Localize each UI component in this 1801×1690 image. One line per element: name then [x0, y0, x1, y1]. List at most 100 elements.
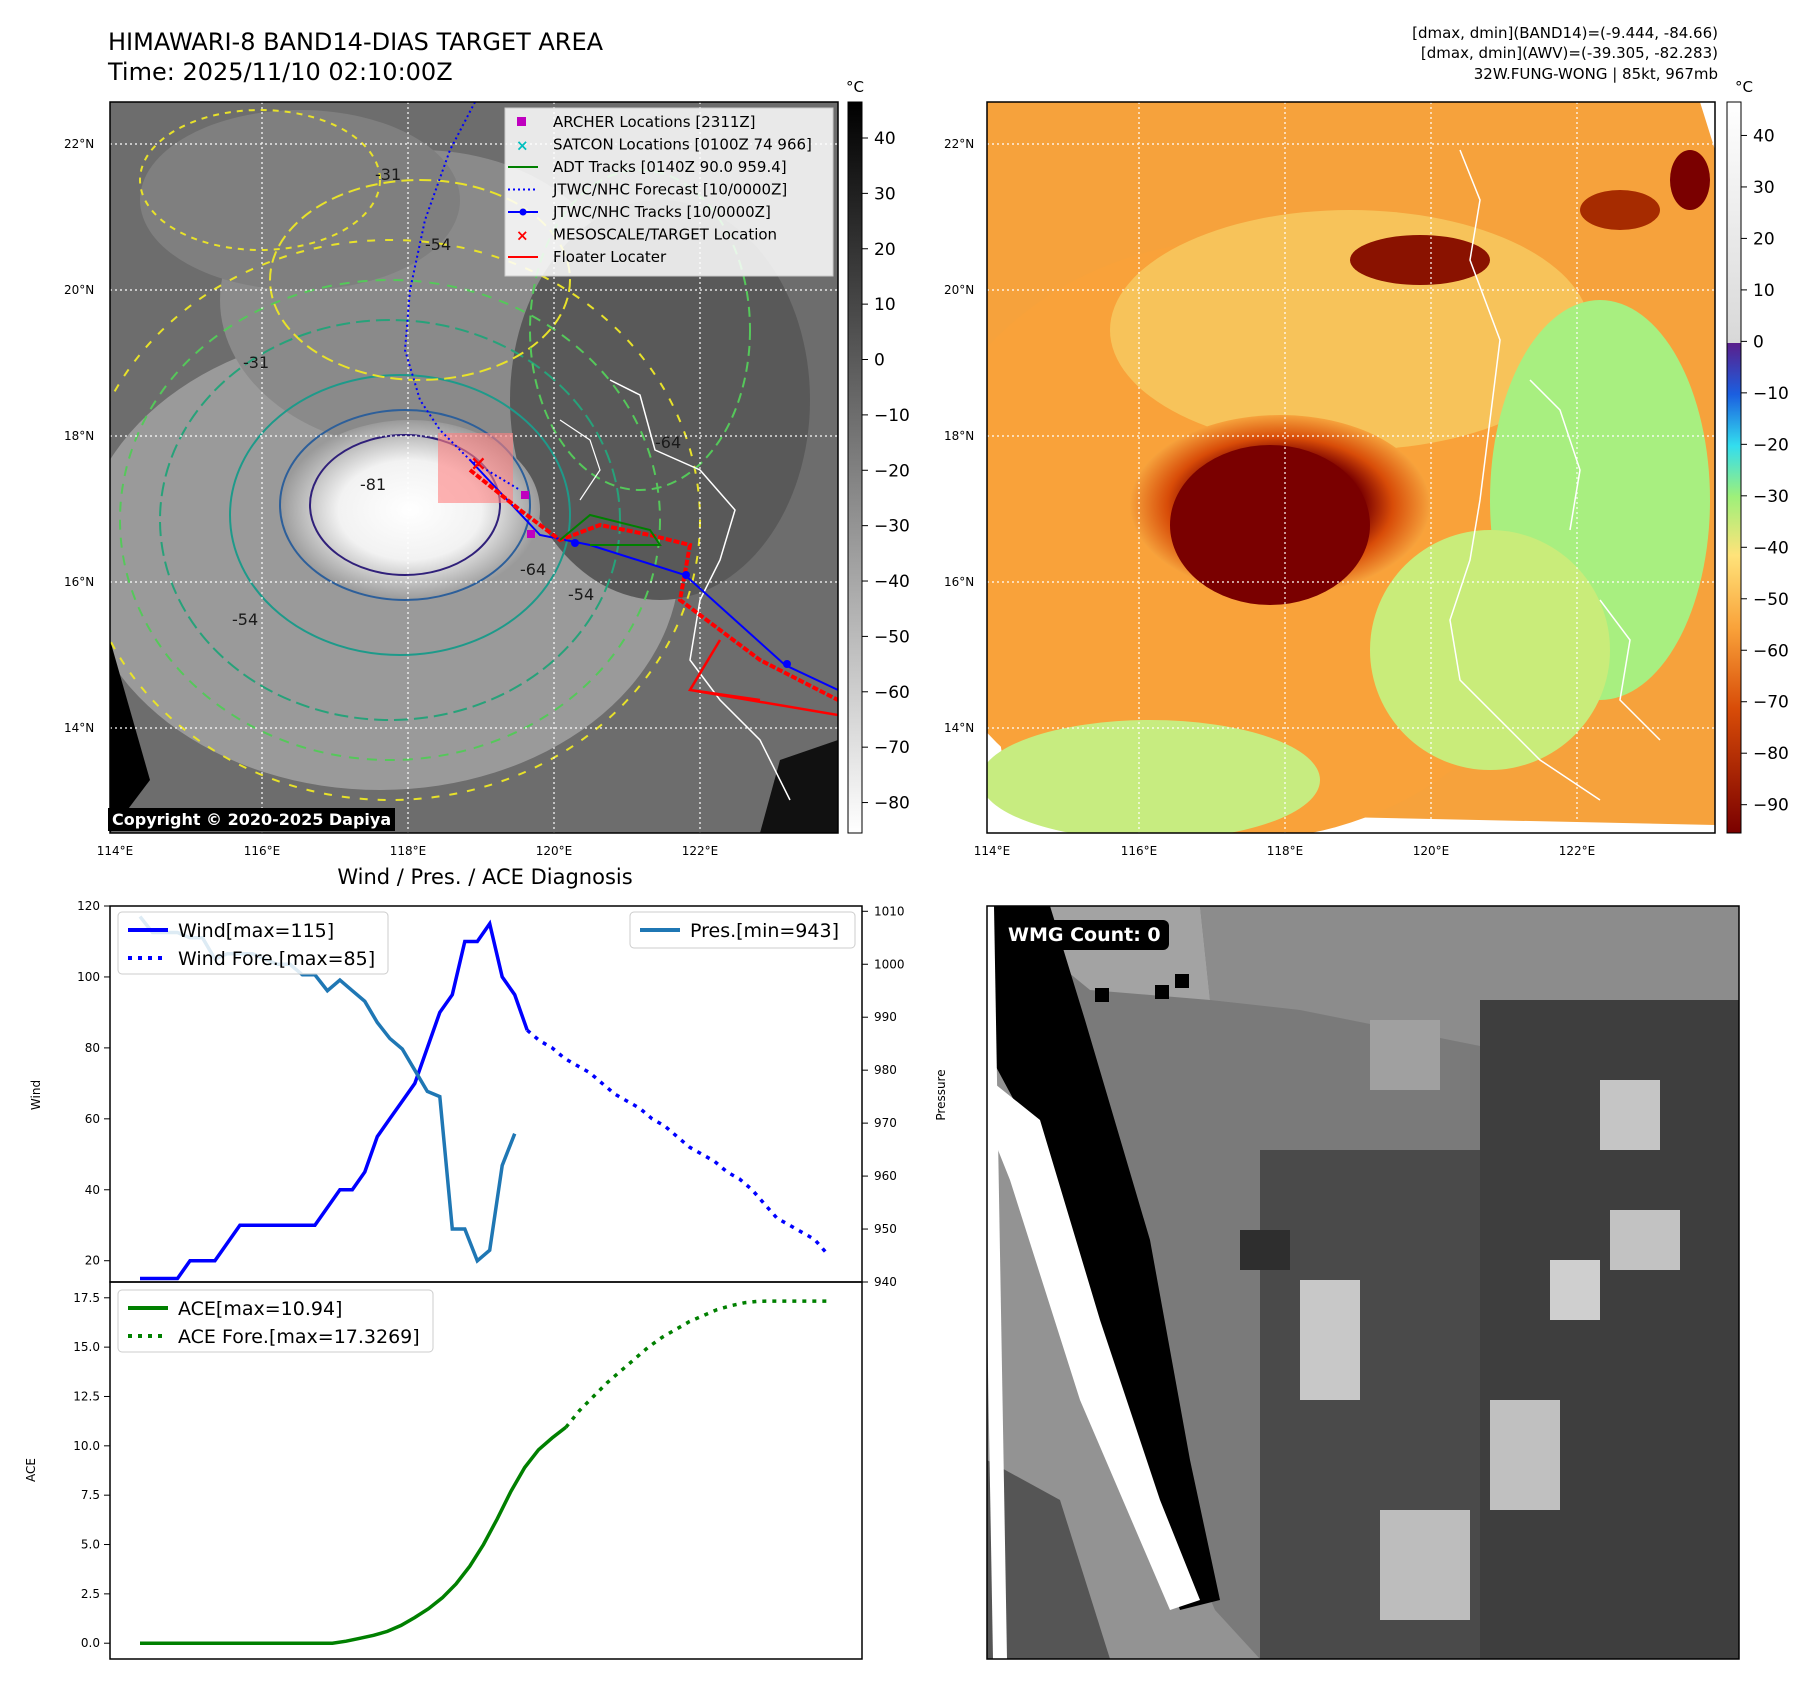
colorbar-tick-label: −40: [1753, 538, 1789, 558]
colorbar-tick-label: −60: [874, 683, 910, 703]
sat-colorbar-ticks: 40 30 20 10 0 −10 −20 −30 −40 −50 −60 −70 −80: [862, 129, 910, 814]
ir-stats-line: [dmax, dmin](AWV)=(-39.305, -82.283): [1421, 44, 1718, 62]
legend-wind-forecast: Wind Fore.[max=85]: [178, 948, 375, 970]
colorbar-tick-label: −40: [874, 572, 910, 592]
legend-label: SATCON Locations [0100Z 74 966]: [553, 136, 812, 154]
y2-tick-label: 950: [874, 1222, 897, 1236]
contour-label: -64: [655, 433, 681, 452]
colorbar-tick-label: −70: [1753, 693, 1789, 713]
colorbar-tick-label: −50: [1753, 590, 1789, 610]
colorbar-tick-label: 40: [1753, 126, 1775, 146]
colorbar-tick-label: −60: [1753, 641, 1789, 661]
lat-label: 16°N: [64, 575, 94, 589]
lat-label: 20°N: [64, 283, 94, 297]
lat-label: 20°N: [944, 283, 974, 297]
y-tick-label: 20: [85, 1254, 100, 1268]
colorbar-tick-label: 30: [1753, 178, 1775, 198]
legend-item: × SATCON Locations [0100Z 74 966]: [516, 136, 812, 155]
lat-label: 18°N: [64, 429, 94, 443]
pressure-legend: Pres.[min=943]: [629, 911, 856, 949]
legend-label: ARCHER Locations [2311Z]: [553, 113, 756, 131]
lat-label: 14°N: [944, 721, 974, 735]
sat-time: Time: 2025/11/10 02:10:00Z: [107, 58, 453, 86]
lon-label: 122°E: [682, 844, 719, 858]
ace-ylabel: ACE: [24, 1458, 38, 1482]
legend-marker-x: ×: [516, 227, 529, 245]
ace-chart: 0.0 2.5 5.0 7.5 10.0 12.5 15.0 17.5: [73, 1291, 827, 1650]
y-tick-label: 5.0: [81, 1538, 100, 1552]
svg-text:×: ×: [470, 451, 487, 475]
y-tick-label: 17.5: [73, 1291, 100, 1305]
colorbar-tick-label: −50: [874, 627, 910, 647]
legend-label: MESOSCALE/TARGET Location: [553, 226, 777, 244]
diag-title: Wind / Pres. / ACE Diagnosis: [337, 865, 632, 889]
wind-fore--series-line: [526, 1028, 829, 1255]
legend-label: JTWC/NHC Forecast [10/0000Z]: [552, 181, 787, 199]
ir-colorbar-ticks: 40 30 20 10 0 −10 −20 −30 −40 −50 −60 −70 −80 −90: [1741, 126, 1789, 816]
colorbar-tick-label: −10: [874, 406, 910, 426]
legend-marker-x: ×: [516, 137, 529, 155]
y-tick-label: 12.5: [73, 1389, 100, 1403]
sat-map-frame: [109, 101, 839, 834]
ir-stats-line: [dmax, dmin](BAND14)=(-9.444, -84.66): [1412, 24, 1718, 42]
legend-item: ARCHER Locations [2311Z]: [517, 113, 756, 131]
ir-colorbar-unit: °C: [1735, 78, 1753, 96]
y2-tick-label: 1010: [874, 904, 905, 918]
ir-lat-labels: 22°N 20°N 18°N 16°N 14°N: [944, 137, 974, 735]
lat-label: 22°N: [64, 137, 94, 151]
lon-label: 118°E: [390, 844, 427, 858]
wmg-count-label: WMG Count: 0: [1000, 920, 1169, 950]
colorbar-tick-label: 20: [1753, 229, 1775, 249]
wind-legend: Wind[max=115] Wind Fore.[max=85]: [117, 911, 389, 975]
lon-label: 122°E: [1559, 844, 1596, 858]
lon-label: 118°E: [1267, 844, 1304, 858]
wmg-frame: [986, 905, 1740, 1660]
wmg-map: [987, 906, 1739, 1659]
ir-lon-labels: 114°E 116°E 118°E 120°E 122°E: [974, 844, 1596, 858]
colorbar-tick-label: 40: [874, 129, 896, 149]
colorbar-tick-label: 30: [874, 184, 896, 204]
y2-tick-label: 970: [874, 1116, 897, 1130]
ace-legend: ACE[max=10.94] ACE Fore.[max=17.3269]: [117, 1289, 434, 1353]
ace-series-line: [140, 1425, 567, 1645]
y-tick-label: 120: [77, 899, 100, 913]
contour-label: -64: [520, 560, 546, 579]
colorbar-tick-label: −70: [874, 738, 910, 758]
colorbar-tick-label: −20: [874, 461, 910, 481]
colorbar-tick-label: 0: [1753, 332, 1764, 352]
y-tick-label: 10.0: [73, 1439, 100, 1453]
y-tick-label: 2.5: [81, 1587, 100, 1601]
colorbar-tick-label: −10: [1753, 384, 1789, 404]
sat-colorbar: [847, 101, 863, 834]
colorbar-tick-label: 20: [874, 240, 896, 260]
legend-item: JTWC/NHC Forecast [10/0000Z]: [508, 181, 787, 199]
ir-map: [987, 102, 1715, 833]
contour-label: -54: [425, 235, 451, 254]
lon-label: 114°E: [97, 844, 134, 858]
lon-label: 116°E: [1121, 844, 1158, 858]
y-tick-label: 60: [85, 1112, 100, 1126]
legend-label: Floater Locater: [553, 248, 667, 266]
ir-map-frame: [986, 101, 1716, 834]
y-tick-label: 80: [85, 1041, 100, 1055]
sat-title: HIMAWARI-8 BAND14-DIAS TARGET AREA: [108, 28, 604, 56]
legend-item: JTWC/NHC Tracks [10/0000Z]: [508, 203, 771, 221]
ace-fore--series-line: [564, 1299, 827, 1429]
colorbar-tick-label: −80: [874, 794, 910, 814]
legend-marker-square: [517, 117, 526, 126]
sat-lon-labels: 114°E 116°E 118°E 120°E 122°E: [97, 844, 719, 858]
wind-ylabel: Wind: [29, 1080, 43, 1110]
colorbar-tick-label: 0: [874, 351, 885, 371]
y2-tick-label: 980: [874, 1063, 897, 1077]
colorbar-tick-label: 10: [874, 295, 896, 315]
sat-lat-labels: 22°N 20°N 18°N 16°N 14°N: [64, 137, 94, 735]
colorbar-tick-label: −30: [874, 517, 910, 537]
ace-axes: [109, 1281, 863, 1660]
lat-label: 18°N: [944, 429, 974, 443]
legend-item: × MESOSCALE/TARGET Location: [516, 226, 777, 245]
lon-label: 116°E: [244, 844, 281, 858]
lat-label: 22°N: [944, 137, 974, 151]
y2-tick-label: 990: [874, 1010, 897, 1024]
colorbar-tick-label: 10: [1753, 281, 1775, 301]
